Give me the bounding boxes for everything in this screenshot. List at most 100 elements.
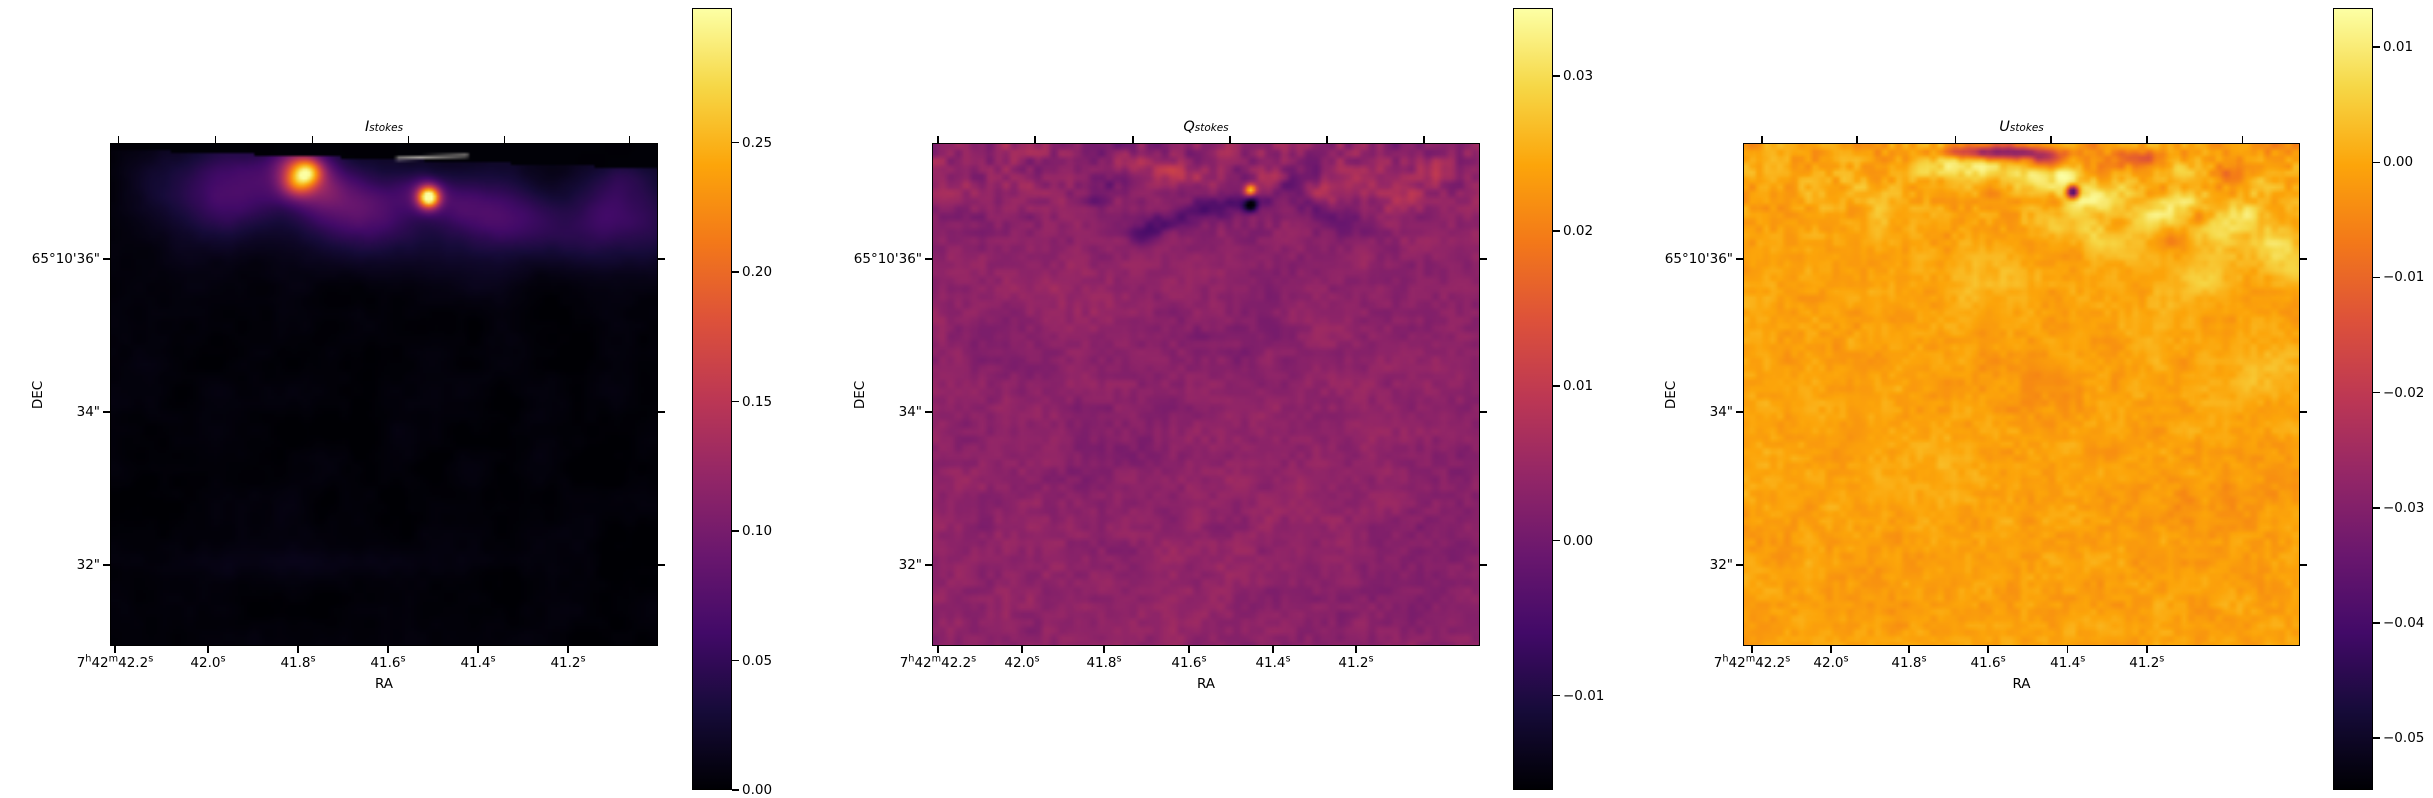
superscript-unit: s [1116,653,1122,665]
y-tick-mark-right [2300,411,2307,413]
title-main: I [364,119,370,135]
superscript-unit: s [148,653,154,665]
colorbar-tick-mark [732,271,739,273]
U-stokes-colorbar [2333,8,2373,790]
colorbar-tick-label: 0.03 [1563,68,1594,85]
superscript-unit: s [310,653,316,665]
Q-stokes-image-canvas [933,144,1479,645]
superscript-unit: s [1921,653,1927,665]
colorbar-tick-label: 0.00 [1563,532,1594,549]
y-tick-mark [1736,411,1743,413]
x-tick-mark [567,646,569,653]
x-tick-mark [1908,646,1910,653]
colorbar-tick-label: 0.02 [1563,222,1594,239]
x-tick-label: 42.0s [1813,653,1849,671]
colorbar-tick-mark [2373,391,2380,394]
x-tick-label: 41.4s [460,653,496,671]
x-tick-label: 42.0s [1004,653,1040,671]
y-tick-mark-right [1480,411,1487,413]
colorbar-tick-mark [1553,694,1560,697]
x-tick-mark-top [1856,136,1858,143]
colorbar-tick-mark [732,400,739,403]
title-subscript: stokes [369,122,404,134]
superscript-unit: s [971,653,977,665]
colorbar-tick-label: −0.01 [1563,687,1605,704]
superscript-unit: h [908,653,915,665]
I-stokes-yaxis-label: DEC [30,380,46,409]
superscript-unit: s [490,653,496,665]
superscript-unit: m [108,653,119,665]
x-tick-label: 41.2s [550,653,586,671]
y-tick-label: 34" [1709,404,1733,420]
x-tick-label: 41.6s [1171,653,1207,671]
U-stokes-image-canvas [1744,144,2299,645]
x-tick-label: 41.4s [2050,653,2086,671]
y-tick-label: 65°10'36" [31,250,100,267]
y-tick-label: 65°10'36" [1664,250,1733,267]
y-tick-mark [925,564,932,566]
colorbar-tick-label: 0.00 [2383,154,2414,171]
superscript-unit: h [85,653,92,665]
y-tick-mark [925,258,932,260]
colorbar-tick-mark [2373,276,2380,279]
superscript-unit: s [1785,653,1791,665]
x-tick-mark [1987,646,1989,653]
colorbar-tick-label: 0.25 [742,134,773,151]
title-main: U [1999,119,2010,135]
superscript-unit: m [1745,653,1756,665]
colorbar-tick-mark [732,659,739,662]
x-tick-mark [2146,646,2148,653]
colorbar-tick-label: 0.20 [742,264,773,281]
x-tick-mark-top [1761,136,1763,143]
superscript-unit: h [1722,653,1729,665]
x-tick-mark [1272,646,1274,653]
superscript-unit: s [400,653,406,665]
Q-stokes-xaxis-label: RA [1196,676,1216,692]
colorbar-tick-mark [2373,622,2380,624]
x-tick-mark [387,646,389,653]
superscript-unit: s [2080,653,2086,665]
colorbar-tick-label: 0.01 [2383,39,2414,56]
superscript-unit: s [1285,653,1291,665]
colorbar-tick-mark [2373,737,2380,739]
y-tick-mark [103,258,110,260]
colorbar-tick-mark [732,789,739,791]
title-subscript: stokes [2009,122,2044,134]
x-tick-label: 41.8s [280,653,316,671]
colorbar-tick-label: 0.10 [742,523,773,540]
colorbar-tick-label: −0.05 [2383,730,2425,747]
y-tick-mark-right [658,258,665,260]
x-tick-mark [1021,646,1023,653]
x-tick-mark [2067,646,2069,653]
title-subscript: stokes [1194,122,1229,134]
x-tick-mark-top [503,136,506,143]
x-tick-mark [1355,646,1357,653]
y-tick-mark-right [1480,564,1487,566]
x-tick-mark-top [2241,136,2244,143]
title-main: Q [1183,119,1195,135]
x-tick-mark [114,646,116,653]
x-tick-label: 41.2s [2129,653,2165,671]
x-tick-mark-top [628,136,631,143]
x-tick-mark-top [1229,136,1231,143]
x-tick-label: 41.2s [1338,653,1374,671]
x-tick-label: 41.8s [1891,653,1927,671]
Q-stokes-yaxis-label: DEC [852,380,868,409]
x-tick-mark-top [1132,136,1134,143]
x-tick-mark [1188,646,1190,653]
y-tick-mark [925,411,932,413]
y-tick-label: 34" [898,404,922,420]
x-tick-mark-top [117,136,119,143]
superscript-unit: m [931,653,942,665]
y-tick-mark-right [658,564,665,566]
superscript-unit: s [220,653,226,665]
y-tick-label: 65°10'36" [853,250,922,267]
colorbar-tick-mark [2373,46,2380,48]
x-tick-label: 41.6s [1970,653,2006,671]
x-tick-mark-top [311,136,313,143]
x-tick-label: 42.0s [190,653,226,671]
y-tick-mark-right [2300,258,2307,260]
y-tick-label: 32" [1709,557,1733,574]
x-tick-label: 41.6s [370,653,406,671]
